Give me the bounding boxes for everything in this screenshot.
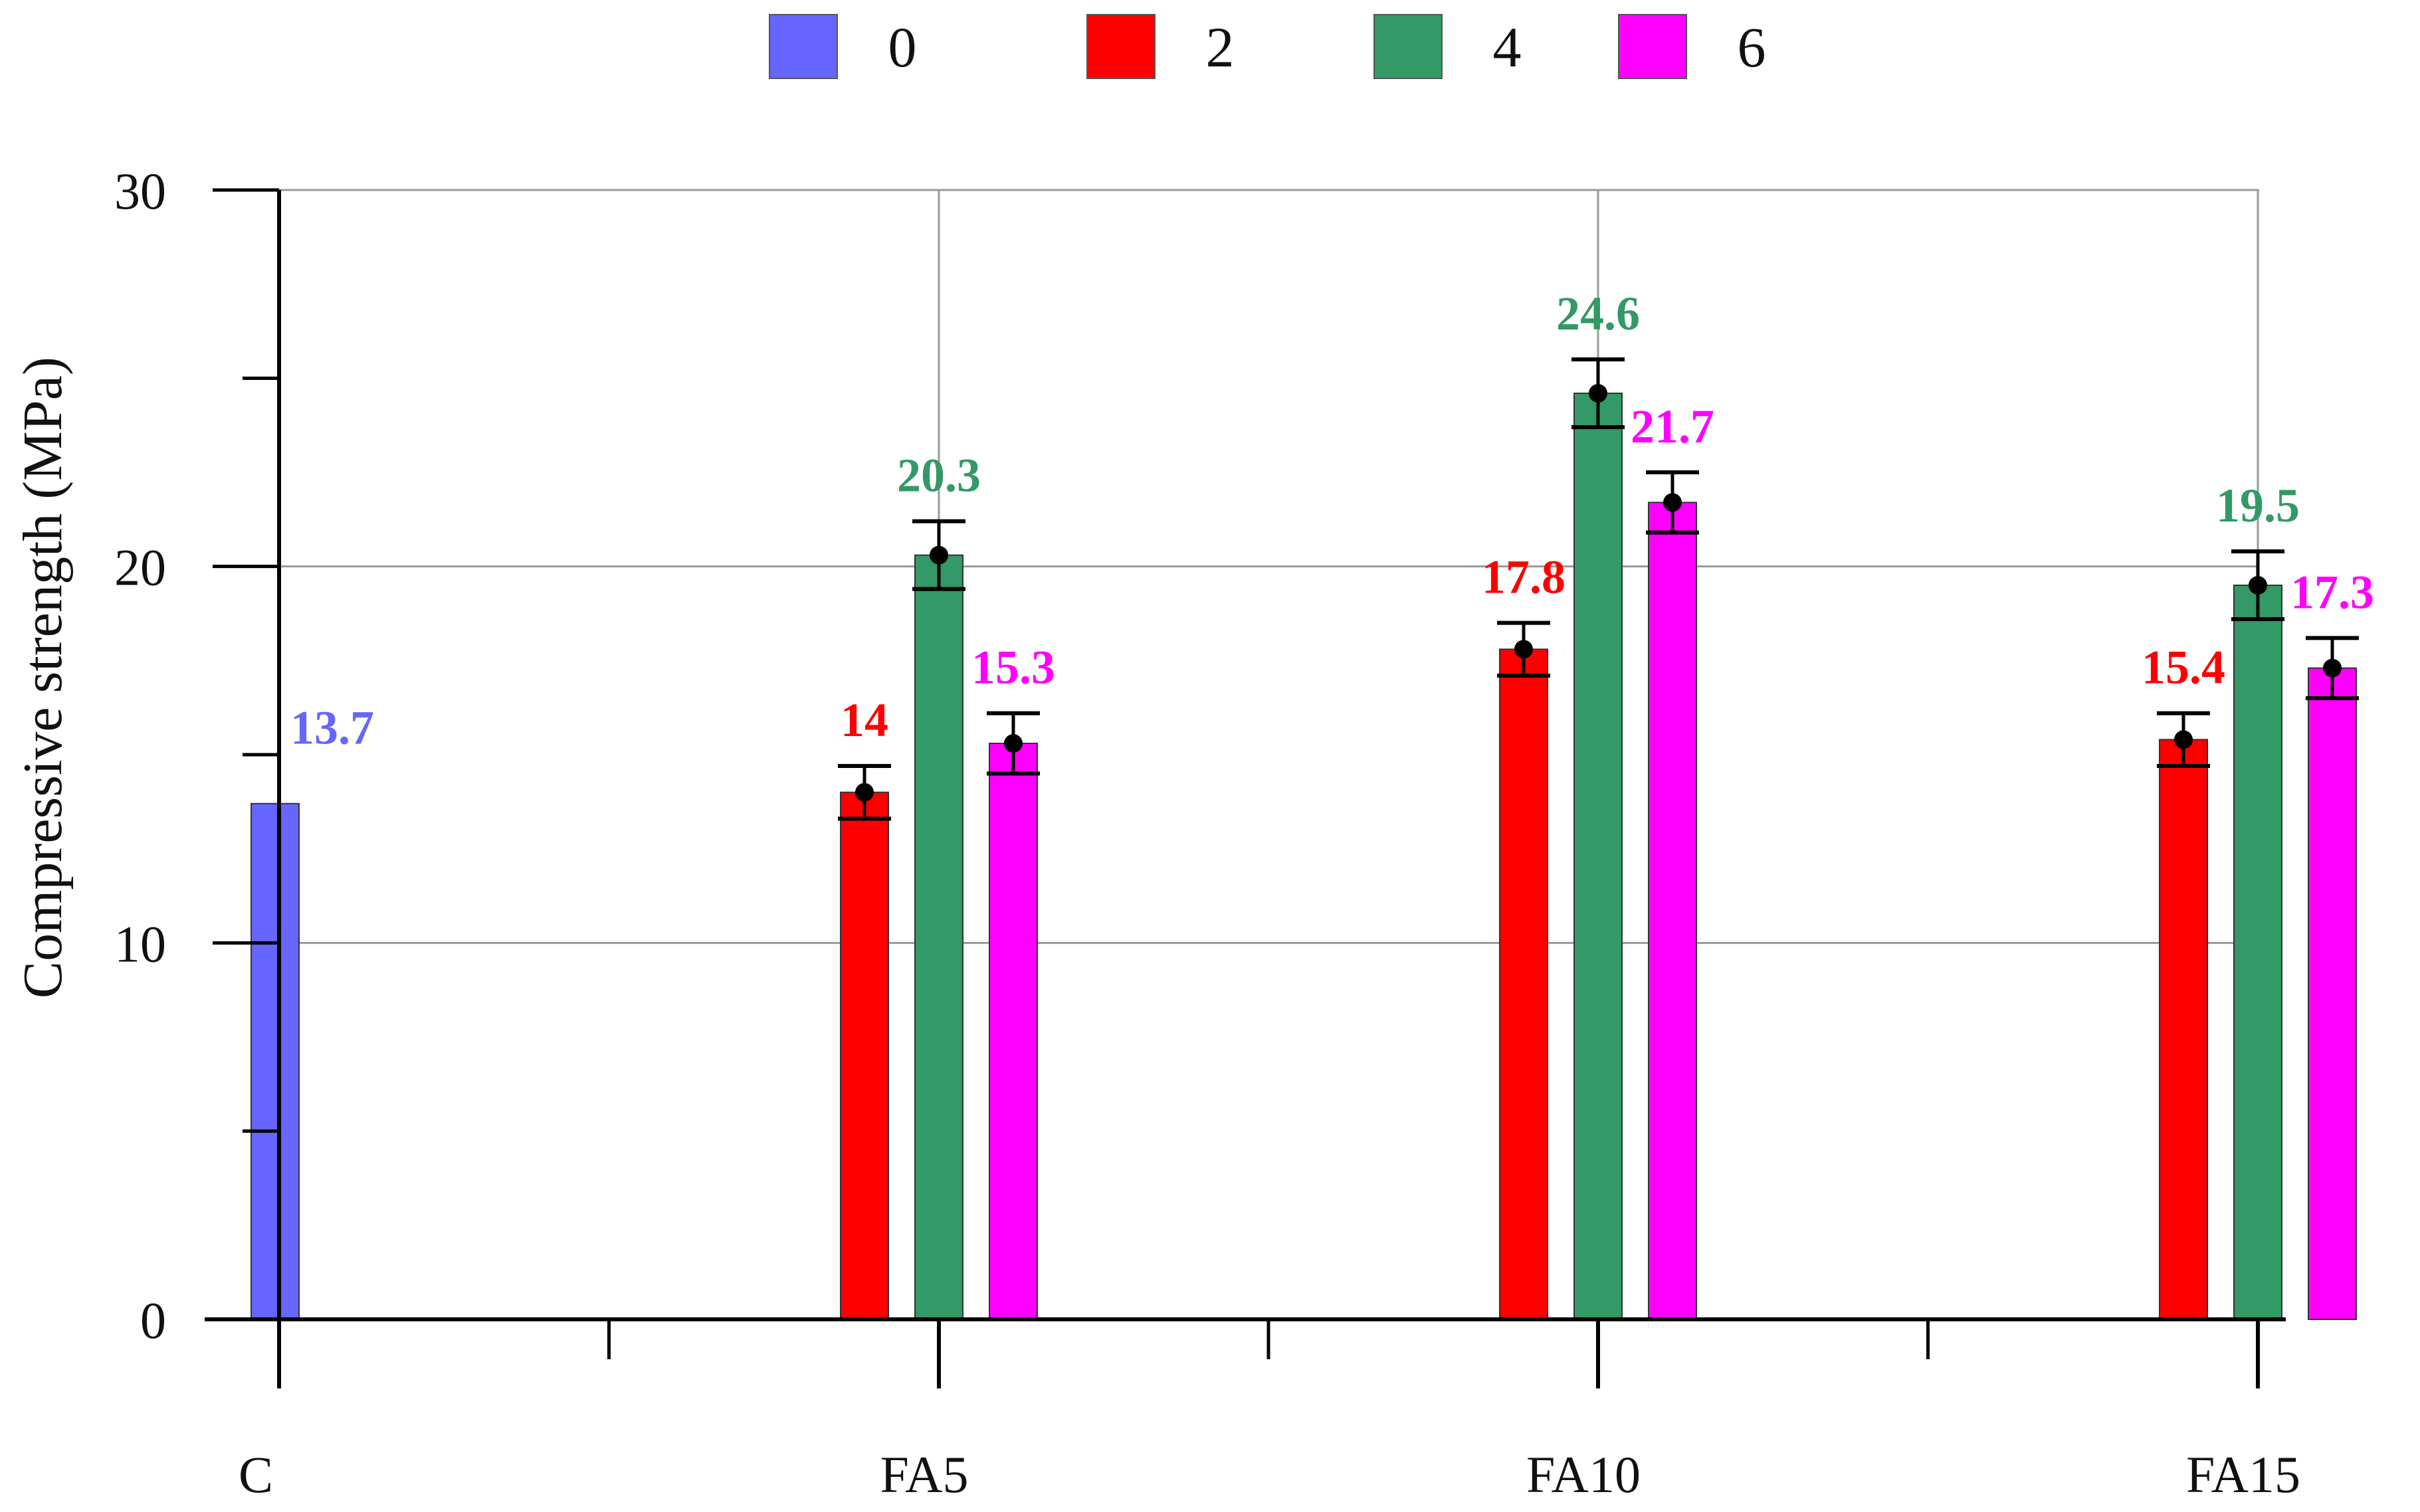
bar-FA10-4 xyxy=(1573,393,1623,1320)
data-labels: 13.7 14 17.8 15.4 20.3 24.6 19.5 15.3 21.7 17.3 xyxy=(290,287,2374,755)
legend-label: 2 xyxy=(1206,15,1235,79)
y-tick-label: 10 xyxy=(114,915,166,973)
y-tick-label: 0 xyxy=(140,1291,166,1349)
axes xyxy=(205,188,2286,1388)
grid-lines xyxy=(279,189,2259,1319)
bar-FA15-2 xyxy=(2159,739,2208,1321)
x-tick-label: FA10 xyxy=(1526,1446,1641,1503)
data-label: 24.6 xyxy=(1556,287,1640,340)
mean-marker xyxy=(2249,576,2267,595)
data-label: 21.7 xyxy=(1631,400,1714,453)
mean-marker xyxy=(1589,384,1607,403)
data-label: 20.3 xyxy=(897,449,981,502)
error-bars xyxy=(838,357,2359,821)
legend-swatch-4 xyxy=(1373,14,1443,79)
data-label: 19.5 xyxy=(2216,479,2300,532)
mean-marker xyxy=(855,783,874,802)
legend-label: 6 xyxy=(1738,15,1766,79)
x-tick-label: FA15 xyxy=(2186,1446,2300,1503)
legend-label: 4 xyxy=(1493,15,1522,79)
mean-marker xyxy=(1514,640,1533,659)
mean-marker xyxy=(2323,658,2342,678)
mean-marker xyxy=(1663,493,1682,512)
legend: 0 2 4 6 xyxy=(769,14,1766,79)
y-axis-title: Compressive strength (MPa) xyxy=(12,357,74,998)
bar-FA10-2 xyxy=(1499,648,1548,1320)
x-tick-label: C xyxy=(239,1446,273,1503)
legend-swatch-2 xyxy=(1086,14,1156,79)
bar-FA5-4 xyxy=(914,554,963,1321)
y-tick-label: 30 xyxy=(114,162,166,220)
x-tick-label: FA5 xyxy=(880,1446,969,1503)
data-label: 13.7 xyxy=(290,702,374,755)
data-label: 14 xyxy=(841,694,888,747)
legend-swatch-6 xyxy=(1618,14,1687,79)
mean-marker xyxy=(930,545,948,565)
legend-label: 0 xyxy=(888,15,917,79)
bar-FA10-6 xyxy=(1648,502,1697,1320)
bar-C-0 xyxy=(251,803,300,1320)
bar-FA5-6 xyxy=(989,743,1038,1320)
bar-FA15-4 xyxy=(2233,585,2282,1320)
y-tick-label: 20 xyxy=(114,539,166,597)
data-label: 15.3 xyxy=(971,641,1055,694)
tick-labels: 0 10 20 30 C FA5 FA10 FA15 xyxy=(114,162,2300,1503)
bar-FA15-6 xyxy=(2308,667,2357,1320)
data-label: 17.3 xyxy=(2290,565,2374,618)
legend-swatch-0 xyxy=(769,14,838,79)
bars xyxy=(251,393,2357,1321)
data-label: 15.4 xyxy=(2142,641,2225,694)
data-label: 17.8 xyxy=(1482,551,1565,604)
mean-marker xyxy=(2174,730,2193,749)
mean-marker xyxy=(1004,734,1023,753)
bar-FA5-2 xyxy=(840,791,889,1320)
